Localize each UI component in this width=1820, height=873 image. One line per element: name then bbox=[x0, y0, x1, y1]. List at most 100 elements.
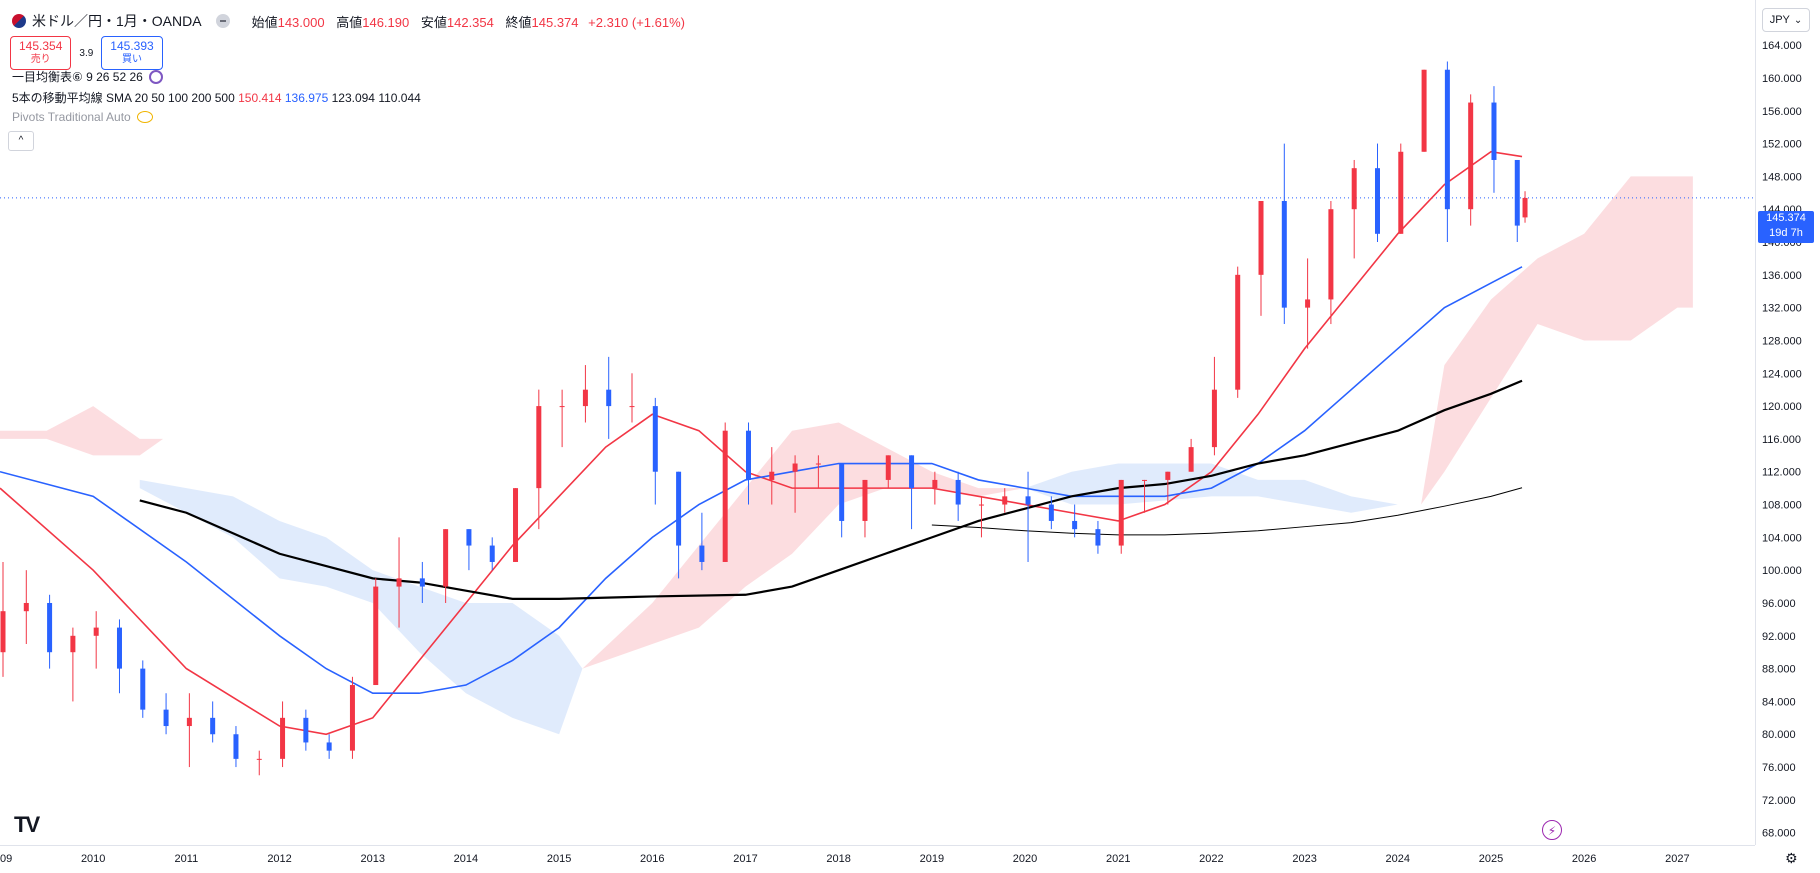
price-axis-divider bbox=[1755, 0, 1756, 845]
candle-body bbox=[745, 430, 751, 480]
ichimoku-legend[interactable]: 一目均衡表⑥ 9 26 52 26 bbox=[12, 68, 163, 85]
candle bbox=[280, 701, 286, 768]
tradingview-logo[interactable]: TV bbox=[14, 812, 40, 837]
candle-body bbox=[443, 529, 449, 587]
candle bbox=[1514, 159, 1520, 243]
candle bbox=[1072, 504, 1078, 538]
y-tick-label: 76.000 bbox=[1762, 762, 1796, 774]
candle bbox=[1235, 266, 1241, 398]
candle bbox=[233, 726, 239, 768]
currency-selector[interactable]: JPY bbox=[1762, 8, 1810, 32]
candle-body bbox=[1095, 529, 1101, 546]
candle-body bbox=[1072, 520, 1078, 530]
candle-body bbox=[1048, 504, 1054, 521]
x-tick-label: 2027 bbox=[1665, 853, 1689, 865]
candle bbox=[513, 488, 519, 562]
sell-price: 145.354 bbox=[19, 39, 63, 53]
minimize-icon[interactable] bbox=[215, 14, 230, 28]
x-tick-label: 2026 bbox=[1572, 853, 1596, 865]
price-axis[interactable]: 68.000 72.000 76.000 80.000 84.000 88.000 92.0… bbox=[1762, 7, 1802, 839]
candle-body bbox=[210, 717, 216, 735]
high-value: 146.190 bbox=[362, 14, 410, 30]
candle bbox=[47, 594, 53, 669]
pivots-label: Pivots Traditional Auto bbox=[12, 110, 131, 124]
y-tick-label: 116.000 bbox=[1762, 434, 1801, 446]
collapse-legend-button[interactable]: ^ bbox=[8, 131, 34, 151]
candle bbox=[839, 463, 845, 538]
candle bbox=[862, 479, 868, 538]
symbol-title[interactable]: 米ドル／円・1月・OANDA bbox=[32, 13, 202, 29]
x-tick-label: 2022 bbox=[1199, 853, 1223, 865]
candle-body bbox=[23, 602, 29, 612]
candle bbox=[1258, 200, 1264, 316]
candle bbox=[419, 561, 425, 603]
candle-body bbox=[303, 717, 309, 743]
sell-label: 売り bbox=[30, 54, 51, 65]
candle bbox=[466, 529, 472, 571]
candle bbox=[1444, 61, 1450, 243]
candle bbox=[606, 356, 612, 439]
candle bbox=[792, 455, 798, 513]
high-label: 高値 bbox=[336, 14, 363, 30]
candle-body bbox=[186, 717, 192, 727]
candle-body bbox=[1002, 496, 1008, 505]
low-value: 142.354 bbox=[446, 14, 494, 30]
candle-body bbox=[1374, 168, 1380, 234]
candle-body bbox=[256, 758, 262, 760]
cloud-bull bbox=[582, 422, 1026, 669]
candle-body bbox=[909, 455, 915, 489]
x-tick-label: 2017 bbox=[733, 853, 757, 865]
sma50-value: 136.975 bbox=[284, 91, 329, 105]
candle-body bbox=[606, 389, 612, 407]
candle bbox=[70, 627, 76, 702]
y-tick-label: 156.000 bbox=[1762, 106, 1802, 118]
sma100-value: 123.094 bbox=[331, 91, 375, 105]
candle bbox=[1118, 479, 1124, 554]
x-tick-label: 2018 bbox=[826, 853, 850, 865]
y-tick-label: 164.000 bbox=[1762, 40, 1802, 52]
y-tick-label: 108.000 bbox=[1762, 500, 1802, 512]
candle-body bbox=[163, 709, 169, 727]
x-tick-label: 2011 bbox=[175, 853, 199, 865]
sma-line-4 bbox=[931, 487, 1523, 536]
candle-body bbox=[1142, 479, 1148, 481]
flag-icon bbox=[12, 14, 26, 28]
candle bbox=[1491, 86, 1497, 193]
candlesticks[interactable] bbox=[0, 61, 1528, 776]
candle-body bbox=[419, 578, 425, 587]
eye-off-icon[interactable] bbox=[136, 111, 153, 123]
pivots-legend[interactable]: Pivots Traditional Auto bbox=[12, 110, 153, 124]
candle bbox=[1025, 471, 1031, 562]
sma20-value: 150.414 bbox=[238, 91, 282, 105]
x-tick-label: 2024 bbox=[1386, 853, 1410, 865]
candle-body bbox=[280, 717, 286, 759]
lightning-icon[interactable]: ⚡ bbox=[1542, 820, 1562, 840]
sma-line-1 bbox=[0, 150, 1523, 736]
buy-button[interactable]: 145.393 買い bbox=[101, 36, 163, 70]
candle bbox=[373, 578, 379, 686]
x-tick-label: 2012 bbox=[267, 853, 291, 865]
candle bbox=[489, 537, 495, 571]
sell-button[interactable]: 145.354 売り bbox=[10, 36, 72, 70]
y-tick-label: 128.000 bbox=[1762, 335, 1802, 347]
candle bbox=[1351, 159, 1357, 259]
sma-label: 5本の移動平均線 SMA 20 50 100 200 500 bbox=[12, 91, 235, 105]
sma-legend[interactable]: 5本の移動平均線 SMA 20 50 100 200 500 150.414 1… bbox=[12, 89, 421, 106]
time-axis[interactable]: 2009 2010 2011 2012 2013 2014 2015 2016 2017 2018… bbox=[0, 853, 1690, 865]
candle bbox=[676, 471, 682, 579]
gear-icon[interactable]: ⚙ bbox=[1785, 850, 1798, 866]
open-value: 143.000 bbox=[277, 14, 325, 30]
open-label: 始値 bbox=[251, 14, 278, 30]
x-tick-label: 2020 bbox=[1013, 853, 1037, 865]
candle-body bbox=[1025, 496, 1031, 505]
candle-body bbox=[1514, 159, 1520, 226]
close-value: 145.374 bbox=[531, 14, 579, 30]
candle-body bbox=[815, 463, 821, 465]
candle-body bbox=[489, 545, 495, 562]
y-tick-label: 152.000 bbox=[1762, 139, 1802, 151]
candle bbox=[1421, 69, 1427, 152]
y-tick-label: 80.000 bbox=[1762, 729, 1796, 741]
x-tick-label: 2013 bbox=[361, 853, 385, 865]
candle bbox=[186, 693, 192, 768]
